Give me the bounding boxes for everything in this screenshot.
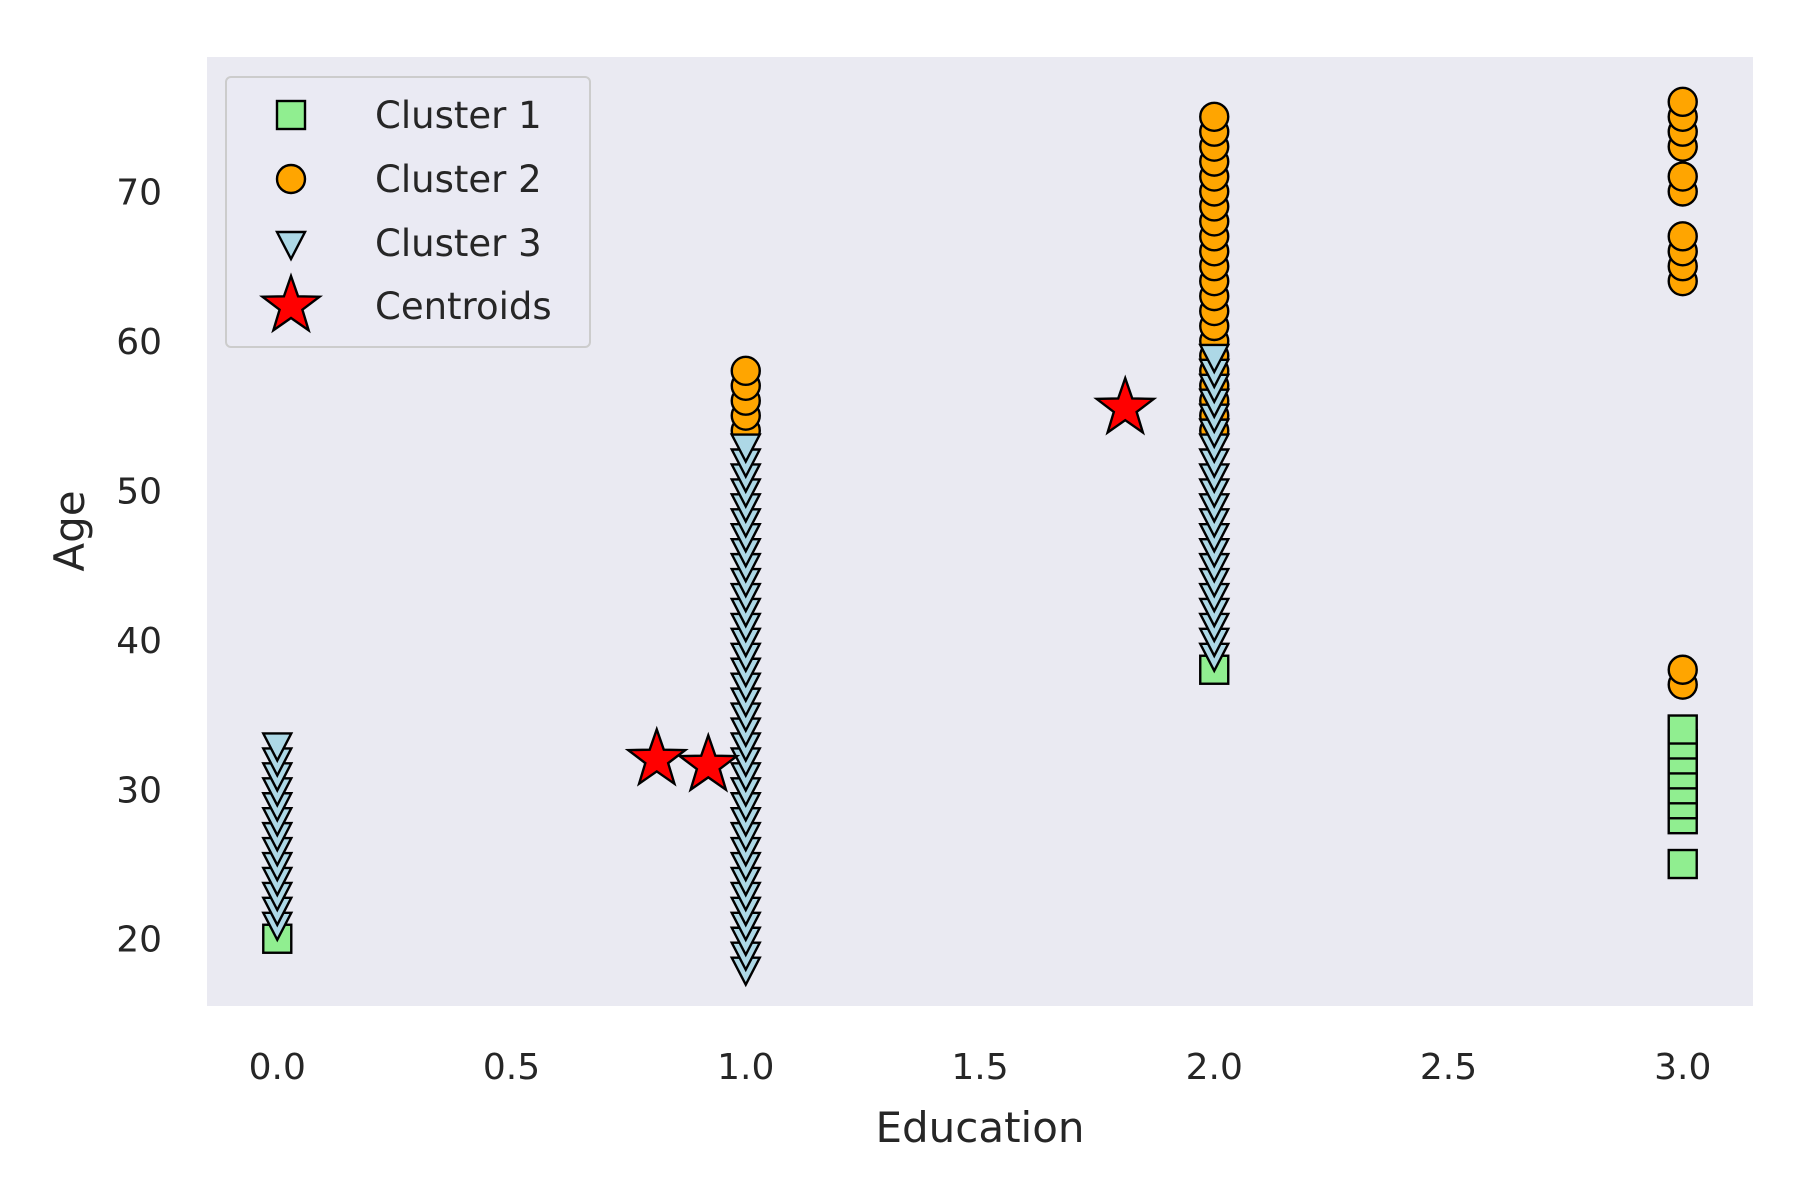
- legend-label: Cluster 2: [375, 158, 542, 201]
- legend-marker: [275, 163, 307, 195]
- legend-box: [225, 76, 591, 348]
- data-point: [1198, 343, 1231, 375]
- y-tick-label: 70: [116, 173, 162, 214]
- legend-label: Centroids: [375, 285, 552, 328]
- y-tick-label: 30: [116, 770, 162, 811]
- y-ticks: 20 30 40 50 60 70: [116, 173, 162, 961]
- data-point: [624, 725, 689, 787]
- data-point: [1199, 101, 1230, 132]
- series-4: [624, 374, 1158, 793]
- y-tick-label: 50: [116, 471, 162, 512]
- x-tick-label: 0.0: [249, 1047, 306, 1088]
- y-tick-label: 40: [116, 621, 162, 662]
- legend-label: Cluster 3: [375, 222, 542, 265]
- data-point: [1667, 848, 1698, 880]
- x-ticks: 0.0 0.5 1.0 1.5 2.0 2.5 3.0: [249, 1047, 1712, 1088]
- data-point: [1667, 654, 1698, 685]
- series-3: [261, 343, 1231, 988]
- legend-entry: Centroids: [258, 272, 552, 334]
- data-point: [1667, 86, 1698, 118]
- legend-entry: Cluster 1: [275, 94, 542, 137]
- x-tick-label: 0.5: [483, 1047, 540, 1088]
- data-point: [1667, 161, 1698, 192]
- x-tick-label: 2.5: [1420, 1047, 1477, 1088]
- x-tick-label: 1.5: [951, 1047, 1008, 1088]
- legend-label: Cluster 1: [375, 94, 542, 137]
- legend-marker: [275, 99, 307, 131]
- points-layer: [261, 86, 1698, 988]
- data-point: [730, 355, 761, 387]
- data-point: [1667, 221, 1698, 252]
- y-axis-label: Age: [45, 490, 94, 571]
- legend-marker: [258, 272, 324, 334]
- legend-entries: Cluster 1 Cluster 2 Cluster 3 Centroids: [258, 94, 552, 334]
- y-tick-label: 20: [116, 920, 162, 961]
- data-point: [1093, 374, 1158, 436]
- x-axis-label: Education: [875, 1103, 1084, 1152]
- data-point: [676, 731, 741, 793]
- legend-entry: Cluster 3: [275, 222, 542, 265]
- data-point: [729, 433, 762, 465]
- data-point: [1667, 714, 1698, 745]
- y-tick-label: 60: [116, 322, 162, 363]
- data-point: [261, 732, 294, 764]
- legend-marker: [275, 230, 307, 262]
- legend-entry: Cluster 2: [275, 158, 542, 201]
- x-tick-label: 2.0: [1186, 1047, 1243, 1088]
- x-tick-label: 3.0: [1654, 1047, 1711, 1088]
- x-tick-label: 1.0: [717, 1047, 774, 1088]
- legend: Cluster 1 Cluster 2 Cluster 3 Centroids: [225, 76, 591, 348]
